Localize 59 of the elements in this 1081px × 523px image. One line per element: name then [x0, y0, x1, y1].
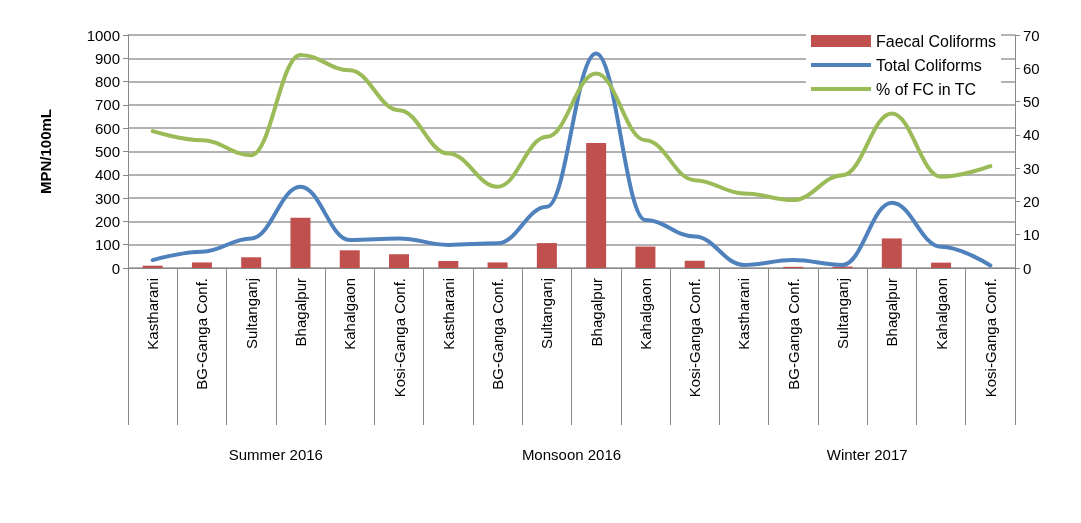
y-tick-label: 100 [94, 236, 120, 254]
y2-tick-label: 40 [1023, 126, 1040, 144]
bar [586, 143, 607, 268]
text: Monsoon 2016 [521, 446, 622, 463]
y2-tick-label: 60 [1023, 59, 1040, 77]
y2-tick-label: 0 [1023, 259, 1032, 277]
x-tick-label: Kahalgaon [636, 278, 654, 350]
x-tick-label: Kosi-Ganga Conf. [981, 278, 999, 398]
x-tick-label: BG-Ganga Conf. [489, 278, 507, 390]
y-tick-label: 800 [94, 73, 120, 91]
y-axis-title: MPN/100mL [37, 108, 54, 195]
y-tick-label: 200 [94, 212, 120, 230]
bar [881, 238, 902, 268]
x-tick-label: Bhagalpur [587, 278, 605, 347]
bar [684, 260, 705, 268]
x-tick-label: Kahalgaon [932, 278, 950, 350]
x-tick-label: Kastharani [735, 278, 753, 350]
x-tick-label: Sultanganj [834, 278, 852, 349]
x-tick-label: Kosi-Ganga Conf. [390, 278, 408, 398]
y-tick-label: 300 [94, 189, 120, 207]
text: Winter 2017 [826, 446, 908, 463]
x-tick-label: Kosi-Ganga Conf. [686, 278, 704, 398]
y-tick-label: 1000 [86, 26, 120, 44]
line-series [150, 52, 993, 203]
bar [339, 250, 360, 268]
x-tick-label: Sultanganj [242, 278, 260, 349]
bar [290, 217, 311, 268]
y-tick-label: 700 [94, 96, 120, 114]
y2-tick-label: 50 [1023, 93, 1040, 111]
y2-tick-label: 10 [1023, 226, 1040, 244]
bar [438, 261, 459, 268]
y-tick-label: 400 [94, 166, 120, 184]
y2-tick-label: 70 [1023, 26, 1040, 44]
y-tick-label: 900 [94, 49, 120, 67]
x-tick-label: Kahalgaon [341, 278, 359, 350]
bar [635, 246, 656, 268]
x-tick-label: Kastharani [439, 278, 457, 350]
x-tick-label: Bhagalpur [883, 278, 901, 347]
bar [931, 262, 952, 268]
legend-label: Total Coliforms [875, 56, 982, 74]
legend-label: % of FC in TC [875, 80, 977, 98]
y-tick-label: 600 [94, 119, 120, 137]
x-tick-label: Kastharani [144, 278, 162, 350]
y2-tick-label: 20 [1023, 192, 1040, 210]
bar [536, 243, 557, 268]
x-tick-label: BG-Ganga Conf. [784, 278, 802, 390]
bar [487, 262, 508, 268]
legend-label: Faecal Coliforms [875, 32, 996, 50]
bar [389, 254, 410, 268]
x-tick-label: BG-Ganga Conf. [193, 278, 211, 390]
y-tick-label: 500 [94, 143, 120, 160]
x-tick-label: Bhagalpur [291, 278, 309, 347]
bar [191, 262, 212, 268]
text: Summer 2016 [228, 446, 323, 463]
line-series [150, 51, 993, 268]
y2-tick-label: 30 [1023, 159, 1040, 177]
bar [241, 257, 262, 268]
y-tick-label: 0 [111, 259, 120, 277]
x-tick-label: Sultanganj [538, 278, 556, 349]
